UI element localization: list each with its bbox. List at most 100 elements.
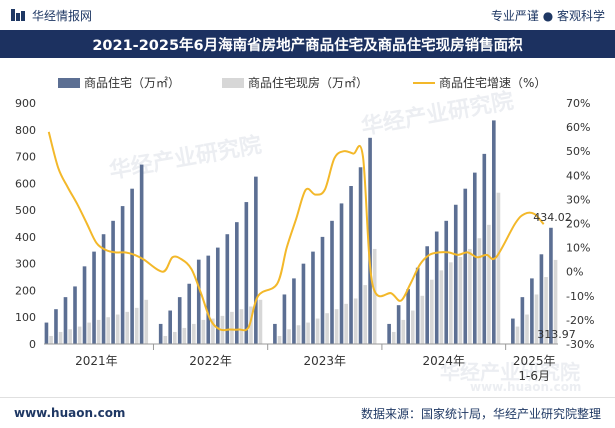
bar-housing <box>539 254 544 344</box>
x-tick-label: 2022年 <box>189 354 232 368</box>
bar-existing-housing <box>420 295 425 344</box>
y-left-tick-label: 200 <box>15 284 36 297</box>
bar-existing-housing <box>58 331 63 344</box>
bar-existing-housing <box>534 294 539 344</box>
bar-housing <box>320 236 325 344</box>
bar-housing <box>196 259 201 344</box>
bar-housing <box>254 176 258 344</box>
brand[interactable]: 华经情报网 <box>10 7 92 24</box>
bar-existing-housing <box>430 279 434 344</box>
legend-label-bar1: 商品住宅（万㎡） <box>84 76 181 90</box>
legend-item-bar2[interactable]: 商品住宅现房（万㎡） <box>222 74 368 91</box>
y-left-tick-label: 800 <box>15 124 36 137</box>
bar-existing-housing <box>211 318 215 344</box>
bar-housing <box>301 263 306 344</box>
y-left-tick-label: 500 <box>15 204 36 217</box>
bar-housing <box>139 164 144 344</box>
bar-housing <box>120 206 125 344</box>
y-right-tick-label: 0% <box>566 266 583 279</box>
bar-housing <box>292 278 296 344</box>
legend-item-line[interactable]: 商品住宅增速（%） <box>413 74 546 91</box>
bar-existing-housing <box>372 248 377 344</box>
bar-housing <box>520 297 525 344</box>
bar-housing <box>339 203 344 344</box>
bar-housing <box>387 323 391 344</box>
legend-swatch-line <box>413 81 435 84</box>
bar-housing <box>358 167 363 344</box>
x-tick-label: 2025年 <box>513 354 556 368</box>
bar-existing-housing <box>325 313 329 344</box>
bar-existing-housing <box>77 326 82 344</box>
bar-housing <box>158 323 163 344</box>
annotation-bar2-last: 313.97 <box>537 328 576 341</box>
bar-housing <box>311 251 315 344</box>
bar-existing-housing <box>125 311 130 344</box>
legend-label-line: 商品住宅增速（%） <box>439 76 547 90</box>
bar-housing <box>273 323 277 344</box>
y-left-tick-label: 300 <box>15 258 36 271</box>
bar-existing-housing <box>96 319 101 344</box>
bar-housing <box>472 172 477 344</box>
bar-existing-housing <box>391 331 396 344</box>
y-right-tick-label: 20% <box>566 218 590 231</box>
y-left-tick-label: 400 <box>15 231 36 244</box>
bar-existing-housing <box>344 303 348 344</box>
bar-housing <box>415 267 420 344</box>
bar-existing-housing <box>315 318 320 344</box>
bar-housing <box>130 188 134 344</box>
bar-existing-housing <box>515 326 520 344</box>
bar-existing-housing <box>306 322 310 344</box>
bar-housing <box>368 137 372 344</box>
bar-existing-housing <box>87 322 91 344</box>
bar-existing-housing <box>192 323 196 344</box>
bar-housing <box>215 247 220 344</box>
y-right-tick-label: 40% <box>566 169 590 182</box>
bar-housing <box>463 188 468 344</box>
bar-housing <box>168 310 172 344</box>
huajing-logo-icon <box>11 9 25 21</box>
bar-existing-housing <box>134 307 139 344</box>
bar-existing-housing <box>68 329 72 344</box>
bar-housing <box>177 297 182 344</box>
bar-existing-housing <box>182 327 187 344</box>
footer: www.huaon.com 数据来源：国家统计局，华经产业研究院整理 <box>0 397 615 428</box>
bar-existing-housing <box>401 319 406 344</box>
bar-housing <box>54 309 58 344</box>
bar-housing <box>511 318 515 344</box>
bar-existing-housing <box>201 319 206 344</box>
bar-housing <box>92 251 96 344</box>
y-left-tick-label: 100 <box>15 311 36 324</box>
bar-housing <box>225 234 230 344</box>
legend-item-bar1[interactable]: 商品住宅（万㎡） <box>58 74 180 91</box>
bar-existing-housing <box>106 317 110 344</box>
bar-existing-housing <box>258 299 263 344</box>
x-tick-label: 2021年 <box>75 354 118 368</box>
watermark-text-3: 华经产业研究院 <box>440 360 580 384</box>
bar-existing-housing <box>230 311 234 344</box>
bar-existing-housing <box>296 325 301 344</box>
bar-housing <box>187 283 192 344</box>
bar-housing <box>396 305 401 344</box>
y-right-tick-label: -20% <box>566 314 594 327</box>
legend-label-bar2: 商品住宅现房（万㎡） <box>248 76 369 90</box>
footer-site[interactable]: www.huaon.com <box>14 406 126 420</box>
bar-existing-housing <box>553 259 558 344</box>
footer-source: 数据来源：国家统计局，华经产业研究院整理 <box>360 406 601 421</box>
bar-existing-housing <box>468 248 472 344</box>
bar-existing-housing <box>287 329 291 344</box>
bar-existing-housing <box>353 298 358 344</box>
bar-housing <box>549 227 553 344</box>
bar-existing-housing <box>239 309 244 344</box>
bar-existing-housing <box>458 256 463 344</box>
growth-line <box>47 131 545 332</box>
bar-existing-housing <box>144 299 149 344</box>
bar-housing <box>73 286 77 344</box>
y-right-tick-label: 70% <box>566 97 590 110</box>
bar-housing <box>406 289 410 344</box>
bar-existing-housing <box>410 310 415 344</box>
y-left-tick-label: 700 <box>15 151 36 164</box>
bar-existing-housing <box>163 335 168 344</box>
y-right-tick-label: 30% <box>566 193 590 206</box>
legend-swatch-bar1 <box>58 77 80 88</box>
watermark-url: www.huaon.com <box>470 380 582 394</box>
